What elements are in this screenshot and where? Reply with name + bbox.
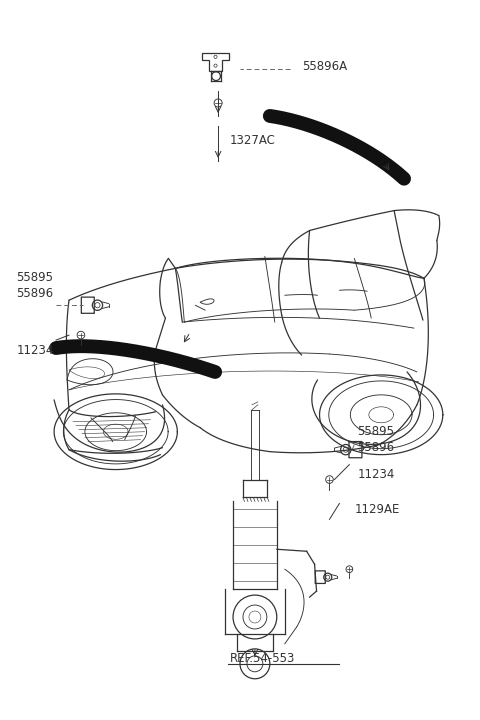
Text: 55896A: 55896A [301, 60, 347, 73]
Text: 55895
55896: 55895 55896 [16, 271, 53, 300]
Text: 11234: 11234 [16, 343, 54, 356]
Text: 11234: 11234 [357, 468, 395, 481]
Text: 55895
55896: 55895 55896 [357, 426, 395, 454]
Text: 1327AC: 1327AC [230, 135, 276, 148]
Text: 1129AE: 1129AE [354, 503, 400, 516]
Text: REF.54-553: REF.54-553 [230, 652, 295, 665]
